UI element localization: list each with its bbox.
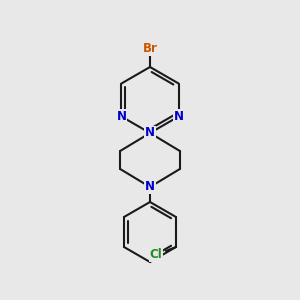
Text: N: N <box>174 110 184 123</box>
Text: Br: Br <box>142 43 158 56</box>
Text: Cl: Cl <box>150 248 162 262</box>
Text: N: N <box>145 127 155 140</box>
Text: N: N <box>116 110 126 123</box>
Text: N: N <box>145 181 155 194</box>
